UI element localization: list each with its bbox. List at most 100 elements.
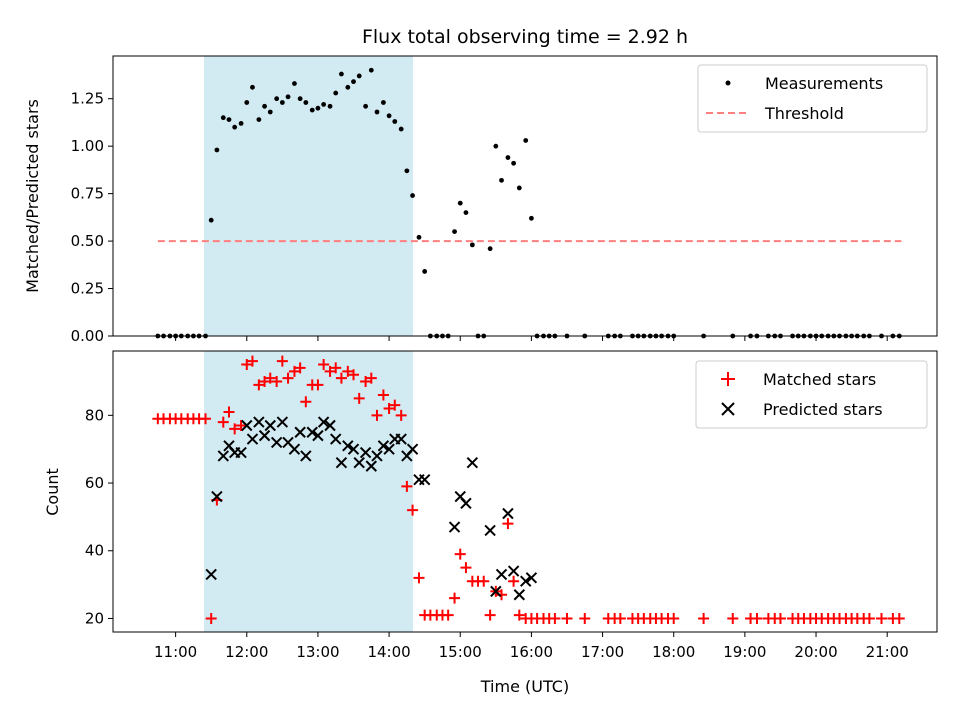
predicted-star-point <box>406 443 419 455</box>
measurement-point <box>303 100 309 105</box>
matched-star-point <box>217 416 229 428</box>
measurement-point <box>410 193 415 198</box>
measurement-point <box>511 160 517 166</box>
matched-star-point <box>246 355 258 367</box>
x-tick-label: 14:00 <box>367 643 410 661</box>
measurement-point <box>220 115 226 121</box>
predicted-star-point <box>294 426 306 438</box>
legend-label-measurements: Measurements <box>765 74 883 93</box>
matched-star-point <box>205 612 217 624</box>
x-tick-label: 18:00 <box>652 643 695 661</box>
matched-star-point <box>276 355 288 367</box>
predicted-star-point <box>365 460 378 472</box>
matched-star-point <box>893 612 905 624</box>
y-tick-label: 20 <box>85 609 104 627</box>
y-tick-label: 80 <box>85 406 104 424</box>
matched-star-point <box>360 375 372 387</box>
matched-star-point <box>365 372 377 384</box>
matched-star-point <box>579 612 591 624</box>
matched-star-point <box>774 612 786 624</box>
predicted-star-point <box>264 419 276 432</box>
measurement-point <box>469 242 475 248</box>
measurement-point <box>368 67 374 73</box>
predicted-star-point <box>306 426 318 438</box>
matched-star-point <box>259 375 271 387</box>
legend-label-matched: Matched stars <box>763 370 876 389</box>
legend-box <box>695 360 928 429</box>
measurement-point <box>398 126 404 132</box>
measurement-point <box>374 109 380 115</box>
measurement-point <box>487 246 493 252</box>
matched-star-point <box>863 612 875 624</box>
predicted-star-point <box>300 450 312 462</box>
y-axis-label: Matched/Predicted stars <box>23 99 42 293</box>
measurement-point <box>392 119 398 124</box>
matched-star-point <box>484 609 496 621</box>
measurement-point <box>363 103 369 109</box>
measurement-point <box>238 120 244 126</box>
measurement-point <box>208 217 214 223</box>
predicted-star-point <box>312 429 324 442</box>
matched-star-point <box>371 409 383 421</box>
matched-star-point <box>377 389 389 401</box>
predicted-star-point <box>383 443 395 455</box>
measurement-point <box>274 96 280 102</box>
measurement-point <box>256 117 262 122</box>
measurement-point <box>321 102 327 107</box>
measurement-point <box>452 229 457 234</box>
predicted-star-point <box>246 433 259 445</box>
matched-star-point <box>383 403 395 415</box>
measurement-point <box>345 84 351 90</box>
x-tick-label: 13:00 <box>296 643 339 661</box>
matched-star-point <box>413 572 425 584</box>
measurement-point <box>529 215 534 221</box>
plot-frame <box>112 350 938 633</box>
predicted-star-point <box>377 440 390 452</box>
predicted-star-point <box>353 457 365 469</box>
predicted-star-point <box>466 457 479 469</box>
shaded-observing-window <box>204 351 413 632</box>
predicted-star-point <box>520 575 532 587</box>
matched-star-point <box>698 612 710 624</box>
y-tick-label: 0.75 <box>71 185 104 203</box>
measurement-point <box>285 94 291 100</box>
measurement-point <box>457 200 463 206</box>
predicted-star-point <box>217 450 230 462</box>
x-tick-label: 12:00 <box>225 643 268 661</box>
matched-star-point <box>353 392 365 404</box>
legend-label-predicted: Predicted stars <box>763 400 883 419</box>
shaded-observing-window <box>204 56 413 336</box>
matched-star-point <box>223 406 235 418</box>
y-tick-label: 1.00 <box>71 137 104 155</box>
measurement-point <box>463 210 469 216</box>
matched-star-point <box>727 612 739 624</box>
predicted-star-point <box>270 436 283 449</box>
legend: Matched stars Predicted stars <box>695 360 928 429</box>
predicted-star-point <box>507 565 520 577</box>
matched-star-point <box>513 609 525 621</box>
predicted-star-point <box>395 433 407 445</box>
plot-frame <box>112 55 938 337</box>
matched-star-point <box>330 362 342 374</box>
matched-star-point <box>442 609 454 621</box>
matched-star-point <box>300 396 312 408</box>
x-tick-label: 15:00 <box>439 643 482 661</box>
predicted-star-point <box>484 524 496 537</box>
measurements-panel: Flux total observing time = 2.92 h 0.00 0… <box>23 26 938 345</box>
measurement-point <box>523 138 529 143</box>
matched-star-point <box>561 612 573 624</box>
predicted-star-point <box>371 450 383 462</box>
chart-title: Flux total observing time = 2.92 h <box>362 26 688 48</box>
legend-marker-measurements <box>725 80 731 86</box>
predicted-star-point <box>342 440 354 452</box>
measurement-point <box>505 155 511 160</box>
matched-star-point <box>312 379 324 391</box>
y-tick-label: 60 <box>85 474 104 492</box>
matched-star-point <box>751 612 763 624</box>
predicted-star-point <box>330 433 342 445</box>
measurement-point <box>232 124 238 130</box>
matched-star-point <box>407 504 419 516</box>
matched-star-point <box>282 372 294 384</box>
measurement-point <box>315 105 321 111</box>
matched-star-point <box>324 365 336 377</box>
